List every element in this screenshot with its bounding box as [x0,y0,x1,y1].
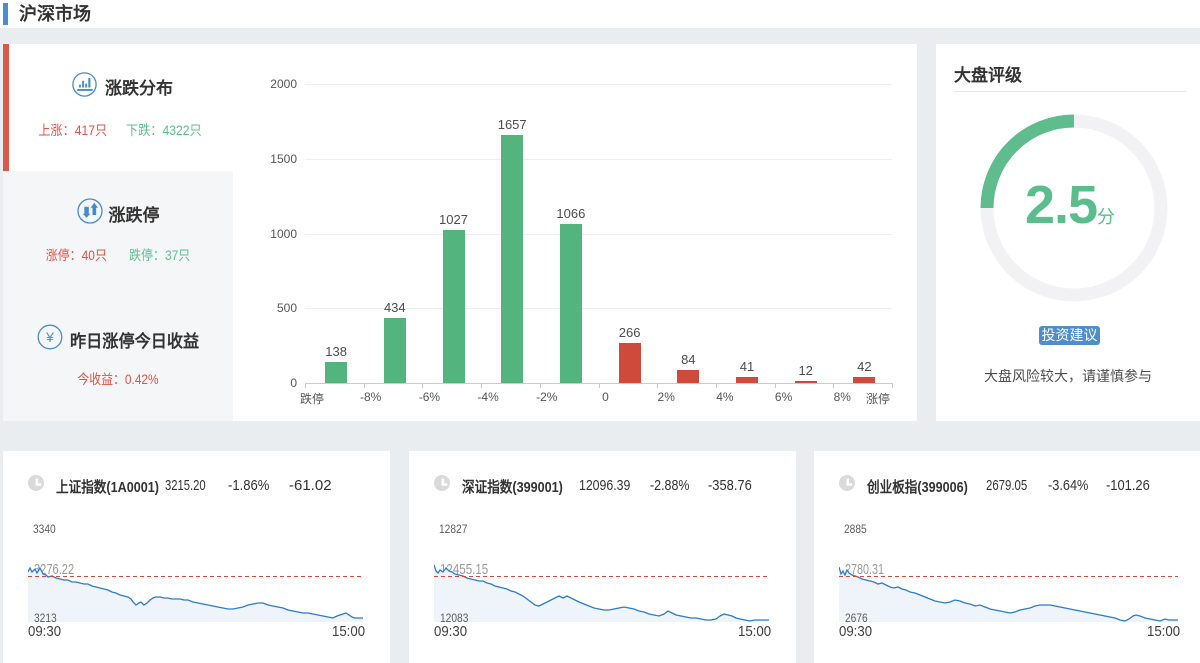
svg-text:¥: ¥ [45,329,54,345]
